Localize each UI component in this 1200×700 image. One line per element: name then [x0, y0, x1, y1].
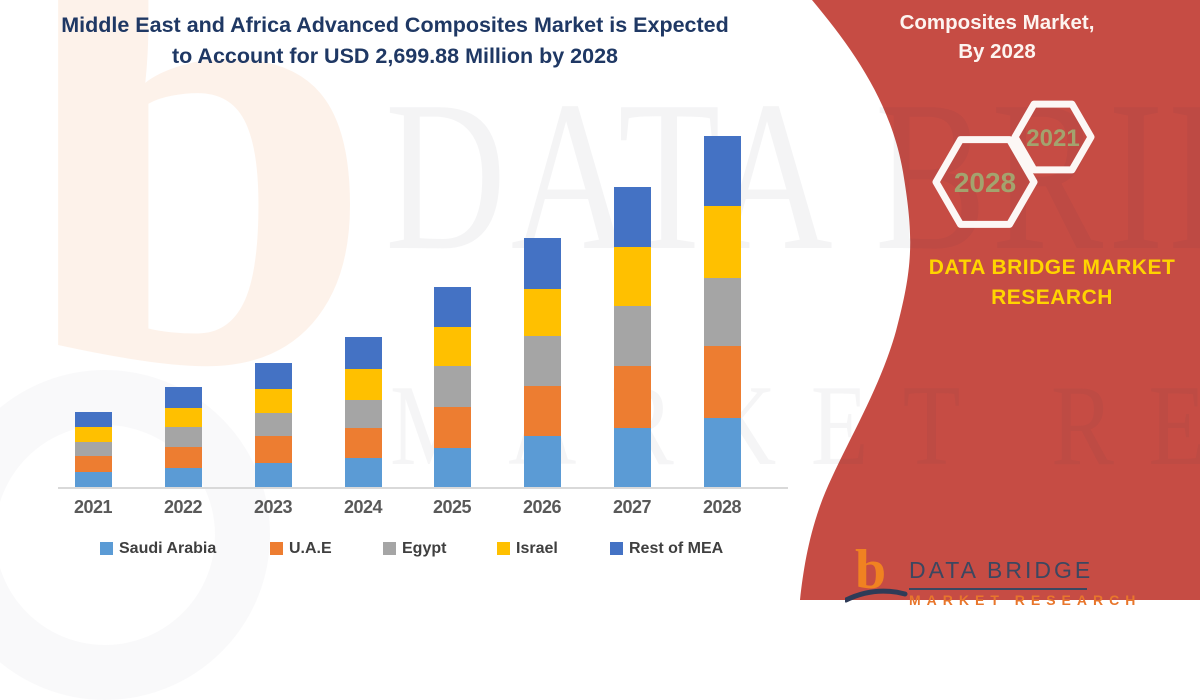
x-axis-label-2023: 2023	[253, 497, 293, 517]
bar-segment-egypt-2026	[523, 335, 561, 386]
chart-title-line1: Middle East and Africa Advanced Composit…	[61, 13, 729, 37]
footer-logo: b DATA BRIDGE MARKET RESEARCH	[843, 542, 1135, 608]
panel-heading-line2: By 2028	[958, 40, 1036, 63]
bar-segment-u-a-e-2021	[74, 455, 112, 472]
bar-segment-rest-of-mea-2026	[523, 237, 561, 289]
footer-logo-title: DATA BRIDGE	[909, 557, 1094, 583]
footer-logo-subtitle: MARKET RESEARCH	[909, 592, 1142, 608]
bar-segment-u-a-e-2023	[254, 435, 292, 463]
bar-segment-u-a-e-2025	[433, 406, 471, 448]
x-axis-label-2028: 2028	[702, 497, 742, 517]
chart-title-line2: to Account for USD 2,699.88 Million by 2…	[171, 44, 619, 68]
bar-segment-egypt-2022	[164, 427, 202, 447]
bar-segment-rest-of-mea-2025	[433, 286, 471, 327]
chart-title: Middle East and Africa Advanced Composit…	[30, 10, 760, 72]
bar-segment-rest-of-mea-2021	[74, 411, 112, 427]
legend-label: U.A.E	[289, 540, 332, 557]
panel-brand-line1: DATA BRIDGE MARKET	[928, 256, 1176, 279]
bar-segment-saudi-arabia-2028	[703, 417, 741, 487]
bar-segment-egypt-2027	[613, 306, 651, 366]
panel-brand-text: DATA BRIDGE MARKET RESEARCH	[927, 253, 1177, 313]
footer-logo-rule	[909, 588, 1087, 590]
x-axis-label-2027: 2027	[612, 497, 652, 517]
bar-segment-israel-2025	[433, 326, 471, 366]
bar-segment-rest-of-mea-2022	[164, 387, 202, 408]
bar-segment-rest-of-mea-2023	[254, 363, 292, 389]
legend-swatch-icon	[383, 542, 396, 555]
x-axis-label-2021: 2021	[73, 497, 113, 517]
bar-segment-israel-2027	[613, 247, 651, 306]
red-panel-shape	[800, 0, 1200, 600]
legend-swatch-icon	[270, 542, 283, 555]
stacked-bar-chart: 2021 2022 2023 2024 2025 2026 2027 2028	[73, 136, 742, 517]
bar-segment-u-a-e-2028	[703, 345, 741, 418]
bar-segment-saudi-arabia-2022	[164, 468, 202, 487]
bar-segment-rest-of-mea-2024	[344, 336, 382, 369]
bar-segment-saudi-arabia-2026	[523, 435, 561, 487]
panel-heading: Composites Market, By 2028	[872, 8, 1122, 66]
x-axis-label-2025: 2025	[432, 497, 472, 517]
bar-segment-u-a-e-2022	[164, 447, 202, 468]
bar-segment-saudi-arabia-2027	[613, 428, 651, 487]
bar-segment-u-a-e-2024	[344, 427, 382, 458]
red-side-panel	[800, 0, 1200, 600]
bar-segment-rest-of-mea-2028	[703, 136, 741, 206]
bar-segment-saudi-arabia-2021	[74, 471, 112, 487]
panel-heading-line1: Composites Market,	[899, 11, 1095, 34]
bar-segment-egypt-2021	[74, 441, 112, 456]
legend-label: Rest of MEA	[629, 540, 724, 557]
legend-label: Egypt	[402, 540, 447, 557]
bar-segment-israel-2028	[703, 205, 741, 278]
x-axis-label-2026: 2026	[522, 497, 562, 517]
legend-label: Saudi Arabia	[119, 540, 217, 557]
x-axis-line	[58, 487, 788, 489]
bar-segment-israel-2024	[344, 368, 382, 400]
bar-segment-egypt-2023	[254, 413, 292, 436]
panel-brand-line2: RESEARCH	[991, 286, 1113, 309]
bar-segment-saudi-arabia-2023	[254, 463, 292, 487]
bar-segment-israel-2021	[74, 426, 112, 442]
legend-swatch-icon	[610, 542, 623, 555]
bar-segment-rest-of-mea-2027	[613, 187, 651, 247]
bar-segment-israel-2023	[254, 389, 292, 413]
bar-segment-israel-2026	[523, 289, 561, 336]
bar-segment-u-a-e-2026	[523, 385, 561, 436]
bar-segment-saudi-arabia-2024	[344, 457, 382, 487]
bar-segment-egypt-2028	[703, 277, 741, 346]
bar-segment-israel-2022	[164, 408, 202, 427]
legend-swatch-icon	[100, 542, 113, 555]
bar-segment-egypt-2025	[433, 365, 471, 407]
x-axis-label-2024: 2024	[343, 497, 383, 517]
x-axis-label-2022: 2022	[163, 497, 203, 517]
legend-swatch-icon	[497, 542, 510, 555]
legend-label: Israel	[516, 540, 558, 557]
bar-segment-egypt-2024	[344, 399, 382, 428]
bar-segment-u-a-e-2027	[613, 366, 651, 428]
bar-segment-saudi-arabia-2025	[433, 447, 471, 487]
footer-logo-swoosh-icon	[845, 588, 908, 603]
